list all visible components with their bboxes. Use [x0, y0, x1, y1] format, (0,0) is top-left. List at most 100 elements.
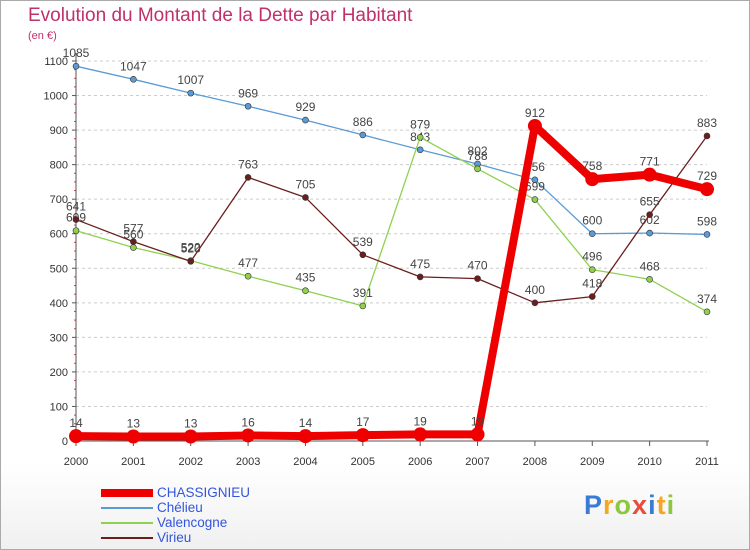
data-label: 522 — [181, 241, 201, 255]
data-label: 699 — [525, 180, 545, 194]
data-point — [244, 174, 252, 181]
data-label: 802 — [468, 144, 488, 158]
data-point — [531, 196, 539, 203]
data-point — [126, 429, 141, 444]
legend-swatch — [101, 507, 153, 509]
data-point — [416, 146, 424, 154]
logo-letter: i — [648, 490, 657, 520]
data-label: 1047 — [120, 59, 147, 73]
legend-label: CHASSIGNIEU — [157, 485, 251, 500]
data-point — [703, 308, 711, 316]
y-tick-label: 800 — [50, 160, 68, 172]
x-tick-label: 2001 — [121, 456, 145, 468]
series-chassignieu: 14 13 13 16 14 17 19 19 912 758 771 729 — [69, 106, 717, 444]
data-point — [700, 182, 714, 197]
data-label: 929 — [295, 100, 315, 114]
data-point — [302, 287, 309, 295]
y-tick-label: 300 — [50, 332, 68, 344]
data-label: 17 — [356, 415, 370, 429]
data-point — [244, 102, 252, 110]
data-point — [187, 258, 195, 265]
logo-letter: x — [632, 490, 649, 520]
x-tick-label: 2004 — [293, 456, 317, 468]
x-tick-label: 2005 — [351, 456, 375, 468]
data-label: 886 — [353, 115, 373, 129]
data-point — [130, 76, 137, 83]
data-point — [130, 238, 137, 245]
data-label: 470 — [468, 259, 488, 273]
data-label: 705 — [295, 177, 315, 191]
data-point — [359, 251, 367, 259]
y-tick-label: 1100 — [44, 56, 68, 68]
data-label: 19 — [414, 414, 428, 428]
data-label: 475 — [410, 257, 430, 271]
data-label: 560 — [123, 228, 143, 242]
data-point — [413, 427, 428, 442]
y-tick-label: 0 — [62, 436, 68, 448]
data-point — [588, 230, 596, 238]
series-line — [75, 136, 708, 313]
x-tick-label: 2010 — [637, 456, 661, 468]
data-label: 763 — [238, 157, 258, 171]
y-tick-label: 100 — [50, 401, 68, 413]
data-label: 879 — [410, 117, 430, 131]
data-label: 435 — [295, 271, 315, 285]
data-label: 374 — [697, 292, 717, 306]
x-tick-label: 2009 — [580, 456, 604, 468]
data-label: 539 — [353, 235, 373, 249]
x-tick-label: 2002 — [178, 456, 202, 468]
data-point — [355, 428, 370, 443]
x-tick-label: 2007 — [465, 456, 489, 468]
legend-swatch — [101, 522, 153, 524]
data-label: 1007 — [177, 73, 204, 87]
y-tick-label: 500 — [50, 263, 68, 275]
data-label: 758 — [582, 159, 602, 173]
series-line — [75, 121, 708, 441]
data-point — [703, 132, 711, 140]
data-label: 600 — [582, 214, 602, 228]
series-line — [75, 135, 708, 304]
x-tick-label: 2006 — [408, 456, 432, 468]
legend-swatch — [101, 489, 153, 497]
data-label: 641 — [66, 200, 86, 214]
legend-swatch — [101, 537, 153, 539]
data-label: 14 — [69, 416, 83, 430]
data-label: 13 — [184, 417, 198, 431]
data-point — [72, 216, 80, 223]
y-tick-label: 900 — [50, 125, 68, 137]
x-tick-label: 2008 — [523, 456, 547, 468]
data-point — [531, 176, 539, 184]
data-point — [588, 293, 596, 300]
logo-letter: t — [656, 490, 667, 520]
data-point — [416, 273, 424, 281]
data-point — [241, 428, 256, 443]
logo-letter: r — [603, 490, 615, 520]
data-point — [359, 131, 367, 139]
series-virieu: 641 577 520 763 705 539 475 470 400 418 655 883 — [66, 116, 717, 307]
legend-label: Valencogne — [157, 515, 228, 530]
logo-letter: P — [584, 490, 604, 520]
data-label: 391 — [353, 286, 373, 300]
data-label: 577 — [123, 222, 143, 236]
data-label: 496 — [582, 250, 602, 264]
data-label: 16 — [241, 415, 255, 429]
data-point — [527, 118, 542, 133]
data-point — [588, 266, 596, 273]
x-tick-label: 2000 — [64, 456, 88, 468]
legend-label: Chélieu — [157, 500, 203, 515]
data-point — [470, 427, 485, 442]
legend-background — [1, 463, 749, 549]
data-label: 729 — [697, 169, 717, 183]
data-point — [474, 275, 481, 282]
data-point — [703, 231, 711, 238]
data-point — [646, 211, 653, 219]
data-point — [298, 429, 313, 444]
data-point — [302, 116, 309, 124]
data-point — [359, 302, 367, 310]
data-label: 468 — [640, 259, 660, 273]
data-point — [187, 89, 195, 97]
proxiti-logo: Proxiti — [584, 490, 675, 521]
x-tick-label: 2011 — [695, 456, 719, 468]
